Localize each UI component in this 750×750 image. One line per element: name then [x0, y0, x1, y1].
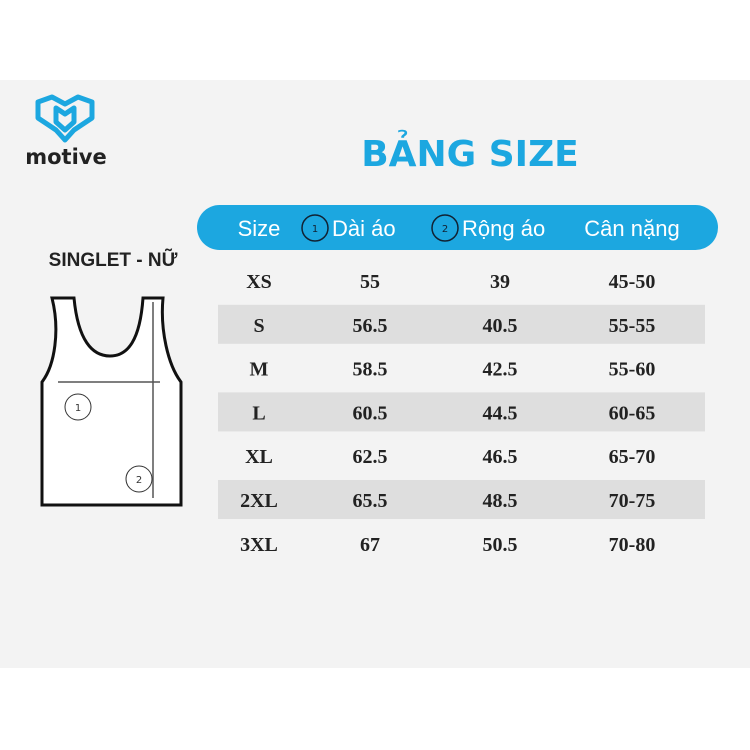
cell: 55-60 [609, 359, 656, 381]
header-cell: Rộng áo [462, 216, 545, 241]
cell: 60-65 [609, 402, 656, 424]
cell: 65.5 [353, 490, 388, 512]
cell: 40.5 [483, 315, 518, 337]
header-cell: Dài áo [332, 216, 396, 241]
badge [431, 214, 459, 242]
marker: 2 [136, 475, 142, 486]
brand: motive [25, 145, 106, 169]
header-cell: Cân nặng [584, 216, 679, 241]
cell: 50.5 [483, 534, 518, 556]
cell: 62.5 [353, 446, 388, 468]
singlet-diagram: 1 2 [40, 296, 183, 507]
cell: XL [245, 446, 273, 468]
header-cell: Size [238, 216, 281, 241]
cell: 3XL [240, 534, 278, 556]
cell: 44.5 [483, 402, 518, 424]
cell: 42.5 [483, 359, 518, 381]
product: SINGLET - NỮ [49, 249, 178, 271]
cell: 45-50 [609, 271, 656, 293]
badge-number: 2 [442, 224, 448, 235]
cell: 39 [490, 271, 510, 293]
cell: 60.5 [353, 402, 388, 424]
cell: 48.5 [483, 490, 518, 512]
cell: 70-75 [609, 490, 656, 512]
cell: 58.5 [353, 359, 388, 381]
cell: 56.5 [353, 315, 388, 337]
cell: 55 [360, 271, 380, 293]
cell: 2XL [240, 490, 278, 512]
cell: 67 [360, 534, 380, 556]
cell: L [252, 402, 265, 424]
cell: S [253, 315, 264, 337]
cell: 65-70 [609, 446, 656, 468]
cell: M [250, 359, 269, 381]
badge [301, 214, 329, 242]
title: BẢNG SIZE [361, 129, 579, 175]
logo [35, 94, 95, 143]
marker: 1 [75, 403, 81, 414]
cell: 55-55 [609, 315, 656, 337]
row-band [218, 304, 705, 344]
cell: XS [246, 271, 272, 293]
row-band [218, 480, 705, 519]
table: Size 1 Dài áo 2 Rộng áo Cân nặng XS 55 39 45-50 S 5… [218, 214, 705, 556]
cell: 70-80 [609, 534, 656, 556]
badge-number: 1 [312, 224, 318, 235]
row-band [218, 392, 705, 432]
cell: 46.5 [483, 446, 518, 468]
